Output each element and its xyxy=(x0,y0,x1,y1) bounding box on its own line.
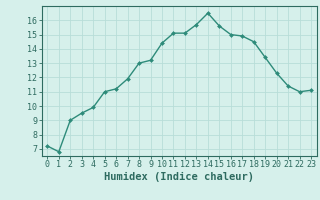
X-axis label: Humidex (Indice chaleur): Humidex (Indice chaleur) xyxy=(104,172,254,182)
